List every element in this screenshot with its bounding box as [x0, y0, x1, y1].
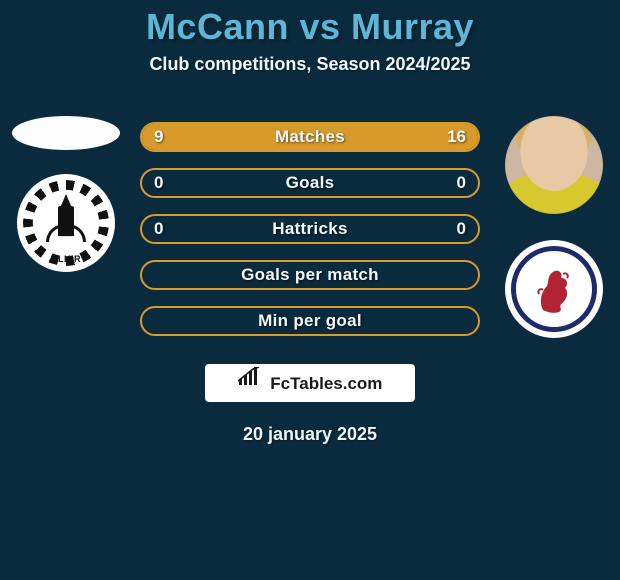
root: McCann vs Murray Club competitions, Seas… — [0, 0, 620, 580]
crest-arch-icon — [46, 224, 86, 242]
stat-label: Matches — [275, 127, 345, 147]
stat-bar: 0 Hattricks 0 — [140, 214, 480, 244]
stat-bar: 0 Goals 0 — [140, 168, 480, 198]
club-crest-left: ALKIR — [17, 174, 115, 272]
player-photo-left-placeholder — [12, 116, 120, 150]
stats-bars: 9 Matches 16 0 Goals 0 0 Hattricks 0 Goals per ma… — [140, 122, 480, 352]
stat-value-left: 0 — [154, 173, 163, 193]
crest-left-graphic — [44, 200, 88, 244]
footer-block: FcTables.com 20 january 2025 — [0, 356, 620, 445]
stat-value-left: 0 — [154, 219, 163, 239]
crest-right-lion-icon — [533, 264, 575, 314]
bar-chart-icon — [238, 363, 260, 401]
stat-value-right: 16 — [447, 127, 466, 147]
crest-spire-icon — [60, 194, 72, 208]
stat-label: Goals per match — [241, 265, 379, 285]
player-photo-right — [505, 116, 603, 214]
stat-bar: Goals per match — [140, 260, 480, 290]
crest-left-label: ALKIR — [51, 254, 81, 264]
club-crest-right — [505, 240, 603, 338]
stat-value-right: 0 — [457, 219, 466, 239]
stat-value-right: 0 — [457, 173, 466, 193]
watermark-text: FcTables.com — [270, 365, 382, 403]
crest-tower-icon — [58, 206, 74, 236]
date-text: 20 january 2025 — [0, 424, 620, 445]
stat-value-left: 9 — [154, 127, 163, 147]
stat-label: Min per goal — [258, 311, 362, 331]
stat-label: Goals — [286, 173, 335, 193]
right-column — [494, 110, 614, 338]
subtitle: Club competitions, Season 2024/2025 — [0, 54, 620, 75]
stat-bar: 9 Matches 16 — [140, 122, 480, 152]
fctables-watermark[interactable]: FcTables.com — [205, 364, 415, 402]
left-column: ALKIR — [6, 108, 126, 272]
page-title: McCann vs Murray — [0, 6, 620, 48]
stat-label: Hattricks — [272, 219, 347, 239]
stat-bar: Min per goal — [140, 306, 480, 336]
